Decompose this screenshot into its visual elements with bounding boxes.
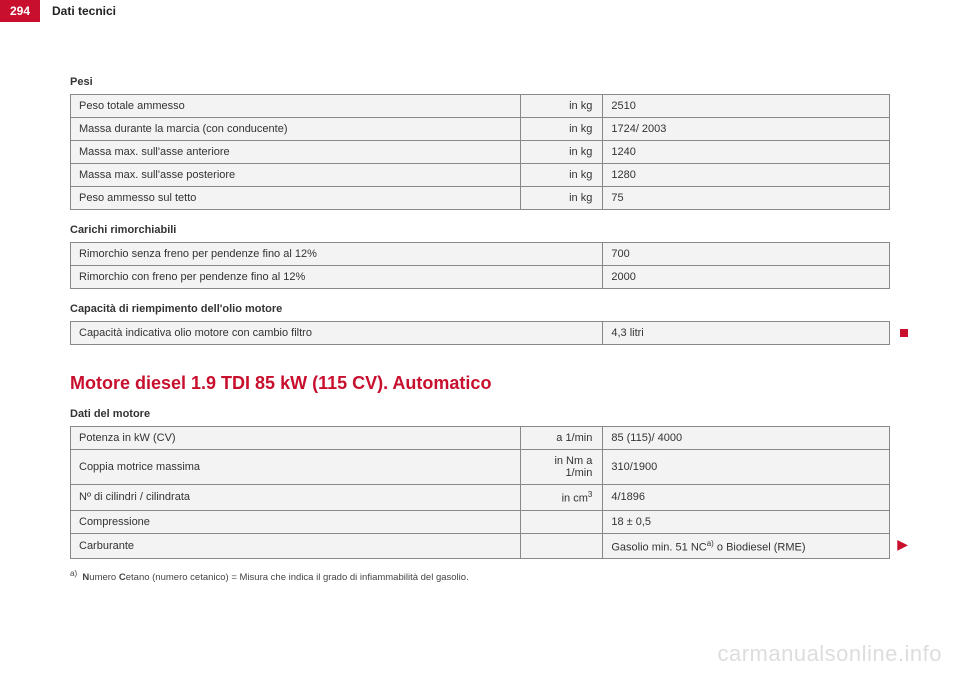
table-row: Massa max. sull'asse posteriorein kg1280 — [71, 164, 890, 187]
cell-label: Capacità indicativa olio motore con camb… — [71, 322, 603, 345]
cell-label: Peso totale ammesso — [71, 95, 521, 118]
cell-unit: in kg — [521, 164, 603, 187]
cell-value: 4/1896 — [603, 485, 890, 511]
footnote: a) Numero Cetano (numero cetanico) = Mis… — [70, 569, 890, 583]
table-row: Peso ammesso sul tettoin kg75 — [71, 187, 890, 210]
table-row: Rimorchio con freno per pendenze fino al… — [71, 266, 890, 289]
cell-label: Massa max. sull'asse anteriore — [71, 141, 521, 164]
cell-label: Rimorchio senza freno per pendenze fino … — [71, 243, 603, 266]
cell-unit: in Nm a 1/min — [521, 450, 603, 485]
motor-heading: Motore diesel 1.9 TDI 85 kW (115 CV). Au… — [70, 373, 890, 394]
table-row: Carburante Gasolio min. 51 NCa) o Biodies… — [71, 533, 890, 559]
dati-motore-label: Dati del motore — [70, 408, 890, 420]
footnote-marker: a) — [70, 569, 77, 578]
cell-unit: in kg — [521, 118, 603, 141]
pesi-label: Pesi — [70, 76, 890, 88]
cell-value: 1280 — [603, 164, 890, 187]
cell-value: 18 ± 0,5 — [603, 510, 890, 533]
table-row: Coppia motrice massimain Nm a 1/min310/1… — [71, 450, 890, 485]
cell-label: Massa durante la marcia (con conducente) — [71, 118, 521, 141]
cell-unit — [521, 510, 603, 533]
carichi-label: Carichi rimorchiabili — [70, 224, 890, 236]
table-row: Capacità indicativa olio motore con camb… — [71, 322, 890, 345]
table-row: Compressione 18 ± 0,5 — [71, 510, 890, 533]
cell-unit: a 1/min — [521, 427, 603, 450]
table-row: Potenza in kW (CV)a 1/min85 (115)/ 4000 — [71, 427, 890, 450]
cell-label: Coppia motrice massima — [71, 450, 521, 485]
cell-value: 1724/ 2003 — [603, 118, 890, 141]
cell-label: Rimorchio con freno per pendenze fino al… — [71, 266, 603, 289]
cell-value: Gasolio min. 51 NCa) o Biodiesel (RME) — [603, 533, 890, 559]
cell-value: 1240 — [603, 141, 890, 164]
table-row: Peso totale ammessoin kg2510 — [71, 95, 890, 118]
cell-unit — [521, 533, 603, 559]
carichi-table: Rimorchio senza freno per pendenze fino … — [70, 242, 890, 289]
table-row: Rimorchio senza freno per pendenze fino … — [71, 243, 890, 266]
cell-value: 700 — [603, 243, 890, 266]
continue-arrow-icon: ▶ — [897, 536, 908, 553]
cell-label: Potenza in kW (CV) — [71, 427, 521, 450]
page-number: 294 — [0, 0, 40, 22]
section-title: Dati tecnici — [40, 0, 116, 22]
capacita-table: Capacità indicativa olio motore con camb… — [70, 321, 890, 345]
cell-label: Peso ammesso sul tetto — [71, 187, 521, 210]
cell-label: Compressione — [71, 510, 521, 533]
pesi-table: Peso totale ammessoin kg2510Massa durant… — [70, 94, 890, 210]
cell-unit: in cm3 — [521, 485, 603, 511]
table-row: Massa durante la marcia (con conducente)… — [71, 118, 890, 141]
cell-unit: in kg — [521, 141, 603, 164]
cell-unit: in kg — [521, 95, 603, 118]
cell-value: 310/1900 — [603, 450, 890, 485]
dati-motore-table: Potenza in kW (CV)a 1/min85 (115)/ 4000C… — [70, 426, 890, 559]
end-marker-icon — [896, 327, 908, 339]
cell-value: 2000 — [603, 266, 890, 289]
page-header: 294 Dati tecnici — [0, 0, 960, 22]
cell-label: Massa max. sull'asse posteriore — [71, 164, 521, 187]
capacita-label: Capacità di riempimento dell'olio motore — [70, 303, 890, 315]
cell-label: Carburante — [71, 533, 521, 559]
watermark: carmanualsonline.info — [717, 641, 942, 667]
cell-unit: in kg — [521, 187, 603, 210]
footnote-text: Numero Cetano (numero cetanico) = Misura… — [82, 572, 468, 583]
cell-value: 85 (115)/ 4000 — [603, 427, 890, 450]
cell-value: 4,3 litri — [603, 322, 890, 345]
cell-value: 75 — [603, 187, 890, 210]
table-row: Nº di cilindri / cilindratain cm34/1896 — [71, 485, 890, 511]
page-content: Pesi Peso totale ammessoin kg2510Massa d… — [0, 22, 960, 583]
table-row: Massa max. sull'asse anteriorein kg1240 — [71, 141, 890, 164]
cell-value: 2510 — [603, 95, 890, 118]
cell-label: Nº di cilindri / cilindrata — [71, 485, 521, 511]
